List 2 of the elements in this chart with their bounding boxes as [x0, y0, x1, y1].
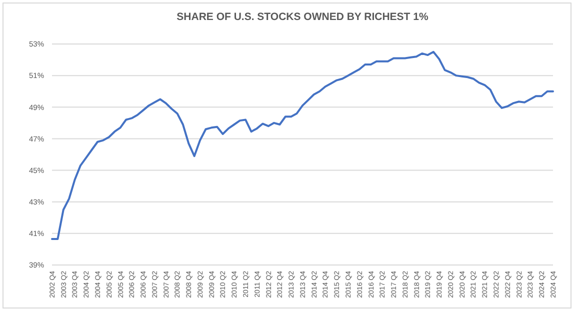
chart-title: SHARE OF U.S. STOCKS OWNED BY RICHEST 1%: [176, 11, 429, 23]
line-series: [51, 50, 554, 240]
